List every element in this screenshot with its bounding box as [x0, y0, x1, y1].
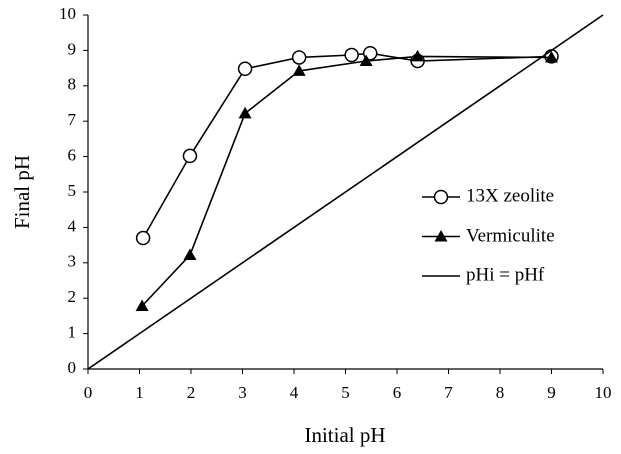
y-tick-label: 3 — [68, 252, 77, 271]
legend-label: Vermiculite — [466, 225, 555, 246]
data-point — [291, 50, 307, 65]
x-tick-label: 0 — [84, 383, 93, 402]
data-point — [135, 230, 151, 246]
x-tick-label: 3 — [238, 383, 247, 402]
x-tick-label: 4 — [290, 383, 299, 402]
y-tick-label: 6 — [68, 146, 77, 165]
x-tick-label: 6 — [393, 383, 402, 402]
x-tick-label: 7 — [444, 383, 453, 402]
data-point — [237, 61, 253, 77]
y-tick-label: 0 — [68, 358, 77, 377]
data-point — [545, 50, 558, 63]
data-point — [344, 47, 359, 63]
data-point — [135, 299, 149, 311]
x-axis-title: Initial pH — [304, 423, 385, 447]
y-tick-label: 1 — [68, 323, 77, 342]
y-tick-label: 5 — [68, 181, 77, 200]
x-tick-label: 10 — [595, 383, 612, 402]
data-point — [182, 148, 198, 164]
y-axis-title: Final pH — [10, 155, 34, 229]
x-tick-label: 1 — [135, 383, 144, 402]
data-point — [359, 54, 373, 67]
data-point — [292, 64, 306, 76]
data-point — [238, 106, 252, 119]
x-tick-label: 8 — [496, 383, 505, 402]
y-tick-label: 2 — [68, 287, 77, 306]
series-line — [142, 52, 552, 239]
x-tick-label: 5 — [341, 383, 350, 402]
y-tick-label: 8 — [68, 75, 77, 94]
data-point — [183, 248, 197, 261]
y-tick-label: 7 — [68, 110, 77, 129]
y-tick-label: 9 — [68, 39, 77, 58]
y-tick-label: 10 — [59, 4, 76, 23]
x-tick-label: 2 — [187, 383, 196, 402]
legend-marker — [433, 189, 449, 205]
legend-marker — [434, 230, 448, 242]
legend-label: pHi = pHf — [466, 264, 545, 285]
legend-label: 13X zeolite — [466, 185, 554, 206]
series-line — [87, 14, 604, 370]
data-point — [411, 49, 425, 62]
y-tick-label: 4 — [68, 216, 77, 235]
x-tick-label: 9 — [547, 383, 556, 402]
